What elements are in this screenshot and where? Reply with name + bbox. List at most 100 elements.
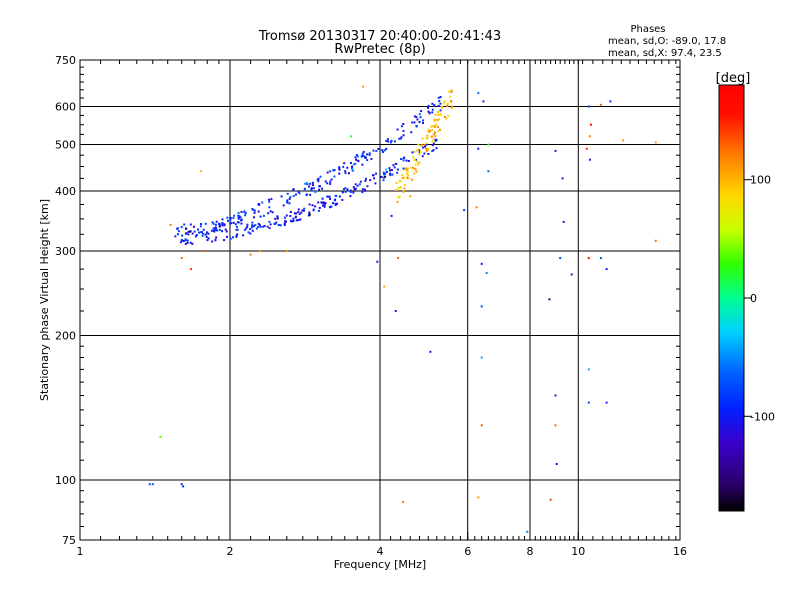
data-point xyxy=(295,215,297,218)
data-point xyxy=(285,214,288,217)
data-point xyxy=(229,219,232,222)
data-point xyxy=(266,225,269,228)
data-point xyxy=(326,171,329,174)
data-point xyxy=(182,485,185,488)
y-tick-label: 75 xyxy=(62,534,76,547)
data-point xyxy=(344,187,347,190)
data-point xyxy=(250,226,253,229)
data-point xyxy=(431,129,434,132)
data-point xyxy=(398,137,401,140)
data-point xyxy=(195,234,198,236)
data-point xyxy=(300,211,303,214)
y-tick-label: 750 xyxy=(55,54,76,67)
data-point xyxy=(233,214,236,217)
data-point xyxy=(329,197,331,200)
data-point xyxy=(427,131,430,133)
data-point xyxy=(311,181,314,184)
data-point xyxy=(330,178,333,181)
data-point xyxy=(211,221,214,224)
data-point xyxy=(253,209,256,212)
data-point xyxy=(268,206,271,209)
data-point xyxy=(221,218,224,221)
data-point xyxy=(402,159,405,162)
data-point xyxy=(398,180,401,183)
data-point xyxy=(431,144,434,147)
data-point xyxy=(230,222,233,225)
data-point xyxy=(385,171,388,173)
colorbar-tick-label: -100 xyxy=(750,410,775,423)
data-point xyxy=(402,190,405,193)
data-point xyxy=(338,168,341,171)
x-tick-label: 6 xyxy=(464,545,471,558)
data-point xyxy=(174,235,177,238)
data-point xyxy=(475,206,478,209)
data-point xyxy=(411,178,414,181)
data-point xyxy=(418,113,421,116)
data-point xyxy=(312,184,314,187)
data-point xyxy=(232,236,234,239)
data-point xyxy=(548,298,551,301)
data-point xyxy=(169,223,172,226)
data-point xyxy=(422,146,425,149)
data-point xyxy=(437,130,440,133)
data-point xyxy=(437,96,440,99)
data-point xyxy=(211,240,214,243)
data-point xyxy=(235,234,238,237)
data-point xyxy=(359,180,362,183)
data-point xyxy=(333,169,336,171)
data-point xyxy=(257,222,260,225)
data-point xyxy=(386,138,389,141)
data-point xyxy=(189,241,192,244)
data-point xyxy=(417,143,420,146)
data-point xyxy=(257,210,260,213)
colorbar-label: [deg] xyxy=(716,71,751,86)
data-point xyxy=(269,223,272,226)
data-point xyxy=(308,185,310,188)
y-tick-label: 500 xyxy=(55,139,76,152)
data-point xyxy=(448,90,451,93)
data-point xyxy=(323,205,326,208)
data-point xyxy=(316,178,319,181)
data-point xyxy=(396,168,399,171)
data-point xyxy=(185,227,187,230)
data-point xyxy=(362,155,365,158)
data-point xyxy=(447,114,450,117)
data-point xyxy=(389,141,392,144)
data-point xyxy=(269,210,272,213)
data-point xyxy=(203,250,206,252)
data-point xyxy=(215,236,218,239)
data-point xyxy=(200,231,203,233)
data-point xyxy=(324,202,327,205)
stats-o-mode: mean, sd,O: -89.0, 17.8 xyxy=(608,36,726,47)
data-point xyxy=(221,230,224,233)
data-point xyxy=(588,158,591,161)
data-point xyxy=(393,166,396,169)
data-point xyxy=(181,234,184,237)
data-point xyxy=(299,218,302,221)
data-point xyxy=(487,143,490,146)
data-point xyxy=(286,199,289,202)
data-point xyxy=(431,102,434,105)
data-point xyxy=(318,185,321,188)
data-point xyxy=(404,168,407,171)
data-point xyxy=(415,170,418,173)
data-point xyxy=(364,156,367,159)
data-point xyxy=(293,212,296,215)
data-point xyxy=(435,123,438,126)
data-point xyxy=(304,182,307,185)
data-point xyxy=(235,225,238,228)
data-point xyxy=(409,195,412,198)
data-point xyxy=(421,155,424,158)
data-point xyxy=(205,235,208,238)
data-point xyxy=(282,204,285,207)
data-point xyxy=(335,202,338,205)
data-point xyxy=(588,135,591,138)
data-point xyxy=(237,212,240,214)
data-point xyxy=(214,223,217,226)
data-point xyxy=(385,147,388,150)
data-point xyxy=(374,182,377,185)
y-tick-label: 200 xyxy=(55,330,76,343)
data-point xyxy=(308,203,311,206)
data-point xyxy=(439,102,442,105)
